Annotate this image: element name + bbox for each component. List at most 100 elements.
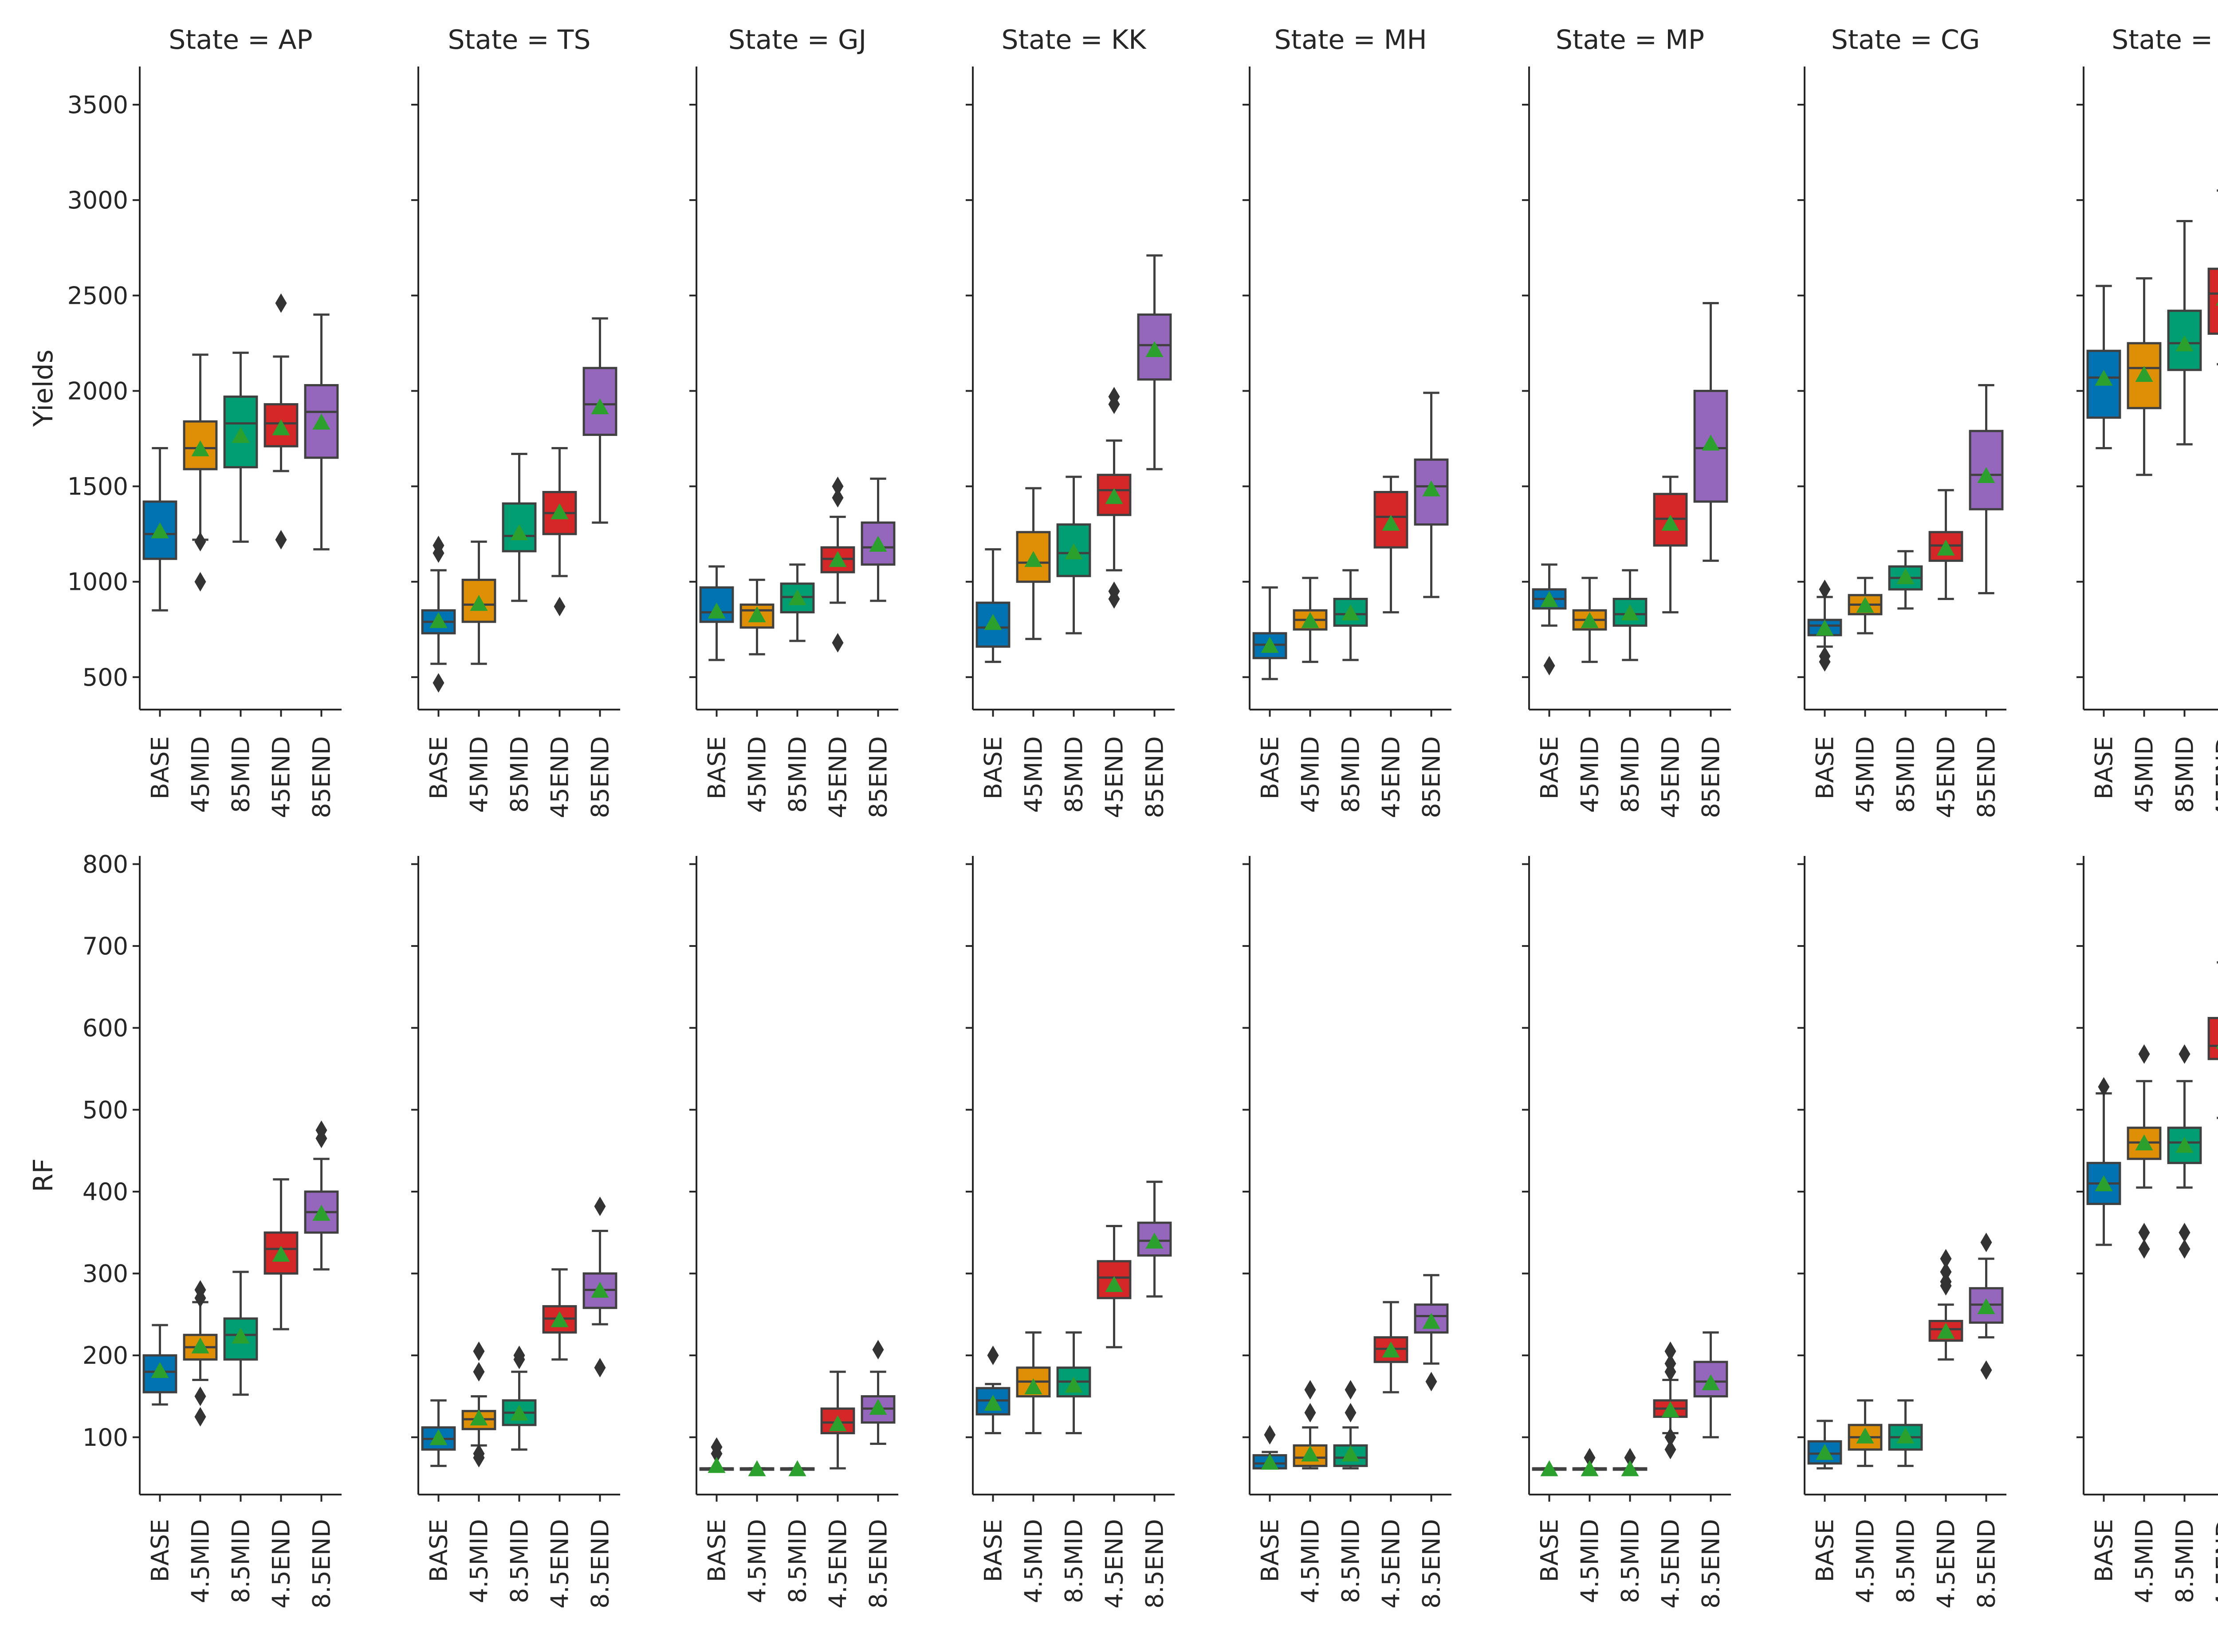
box-cg-45mid — [1848, 577, 1883, 635]
x-tick-label: 45END — [2211, 736, 2218, 818]
x-tick-label: 8.5END — [1418, 1519, 1446, 1609]
mean-marker — [1977, 1298, 1995, 1315]
box-ap-base — [142, 1324, 177, 1406]
box-mp-85mid — [1612, 569, 1648, 661]
box-gj-base — [699, 1437, 734, 1473]
y-tick-label: 800 — [83, 850, 128, 878]
outlier-point — [1980, 1360, 1992, 1380]
box-cg-85mid — [1888, 1399, 1923, 1467]
outlier-point — [987, 1346, 999, 1366]
box-mh-85end — [1414, 1274, 1449, 1392]
x-tick-label: 8.5MID — [1060, 1519, 1088, 1603]
mean-marker — [2095, 1175, 2113, 1192]
outlier-point — [1664, 1341, 1676, 1361]
x-tick-label: 8.5END — [308, 1519, 336, 1609]
panel-title-mh: State = MH — [1274, 24, 1427, 55]
box-mp-85end — [1693, 302, 1728, 562]
mean-marker — [151, 1362, 169, 1378]
box-cg-45mid — [1848, 1399, 1883, 1467]
box-mh-45end — [1373, 475, 1408, 614]
x-tick-label: BASE — [146, 736, 174, 799]
outlier-point — [275, 530, 287, 550]
panel-yields-kk: State = KK BASE 45MID 85MID 45END 85END — [966, 24, 1175, 818]
box-gj-45mid — [739, 578, 775, 655]
box-ap-45mid — [183, 353, 218, 592]
panel-title-ap: State = AP — [169, 24, 312, 55]
mean-marker — [1856, 1427, 1874, 1444]
x-tick-label: BASE — [703, 1519, 731, 1582]
box-ts-85end — [582, 1197, 617, 1377]
outlier-point — [194, 532, 206, 552]
x-tick-label: BASE — [1536, 736, 1564, 799]
panel-title-kk: State = KK — [1002, 24, 1147, 55]
x-tick-label: 85MID — [1892, 736, 1920, 813]
outlier-point — [194, 1288, 206, 1308]
x-tick-label: 45MID — [2131, 736, 2159, 813]
box-mh-85mid — [1333, 1380, 1368, 1470]
box-mh-45end — [1373, 1301, 1408, 1393]
outlier-point — [1345, 1403, 1357, 1423]
x-tick-label: 85END — [308, 736, 336, 818]
x-tick-label: BASE — [1256, 736, 1284, 799]
box-ap-85end — [304, 313, 339, 551]
outlier-point — [1819, 652, 1831, 672]
mean-marker — [2135, 366, 2153, 382]
x-tick-label: BASE — [1536, 1519, 1564, 1582]
mean-marker — [151, 522, 169, 538]
mean-marker — [232, 1327, 250, 1344]
x-tick-label: BASE — [1811, 1519, 1839, 1582]
box-kk-45mid — [1016, 1331, 1051, 1435]
box-mp-45end — [1653, 1341, 1688, 1460]
x-tick-label: BASE — [2090, 1519, 2118, 1582]
mean-marker — [470, 595, 488, 611]
mean-marker — [1977, 467, 1995, 483]
mean-marker — [1261, 1453, 1279, 1470]
mean-marker — [1702, 1374, 1720, 1390]
mean-marker — [429, 1429, 448, 1445]
x-tick-label: 4.5MID — [1852, 1519, 1880, 1603]
box-mp-base — [1532, 1460, 1567, 1476]
panel-title-cg: State = CG — [1831, 24, 1980, 55]
x-tick-label: BASE — [146, 1519, 174, 1582]
box-kk-base — [975, 548, 1011, 663]
outlier-point — [711, 1444, 723, 1464]
box-mp-45end — [1653, 475, 1688, 614]
panel-yields-mh: State = MH BASE 45MID 85MID 45END 85END — [1243, 24, 1451, 818]
box-kk-45end — [1097, 387, 1132, 609]
box-gj-85mid — [780, 563, 815, 642]
mean-marker — [2135, 1134, 2153, 1150]
outlier-point — [433, 543, 444, 563]
x-tick-label: 45END — [1657, 736, 1685, 818]
x-tick-label: 45END — [267, 736, 295, 818]
outlier-point — [1304, 1380, 1316, 1400]
y-tick-label: 1000 — [67, 568, 128, 596]
outlier-point — [2179, 1239, 2190, 1259]
box-gj-85mid — [780, 1460, 815, 1476]
y-tick-label: 2500 — [67, 282, 128, 310]
mean-marker — [272, 419, 290, 436]
box-cg-base — [1807, 579, 1842, 672]
ylabel-yields: Yields — [28, 349, 59, 427]
outlier-point — [1543, 656, 1555, 676]
outlier-point — [872, 1340, 884, 1360]
outlier-point — [513, 1350, 525, 1369]
outlier-point — [194, 572, 206, 592]
x-tick-label: 45END — [1101, 736, 1129, 818]
x-tick-label: 4.5MID — [743, 1519, 771, 1603]
mean-marker — [591, 1282, 609, 1298]
x-tick-label: 4.5MID — [465, 1519, 493, 1603]
box-mh-85mid — [1333, 569, 1368, 661]
box-gj-85end — [861, 1340, 896, 1445]
mean-marker — [869, 535, 887, 552]
x-tick-label: 4.5END — [824, 1519, 852, 1609]
mean-marker — [829, 551, 847, 567]
outlier-point — [1264, 1425, 1276, 1445]
box-iqr — [2207, 267, 2218, 335]
outlier-point — [1980, 1232, 1992, 1252]
mean-marker — [1661, 514, 1679, 531]
mean-marker — [1301, 1445, 1319, 1462]
outlier-point — [1664, 1427, 1676, 1447]
mean-marker — [1422, 1313, 1440, 1329]
box-kk-45mid — [1016, 487, 1051, 640]
box-ap-85mid — [223, 1271, 258, 1396]
